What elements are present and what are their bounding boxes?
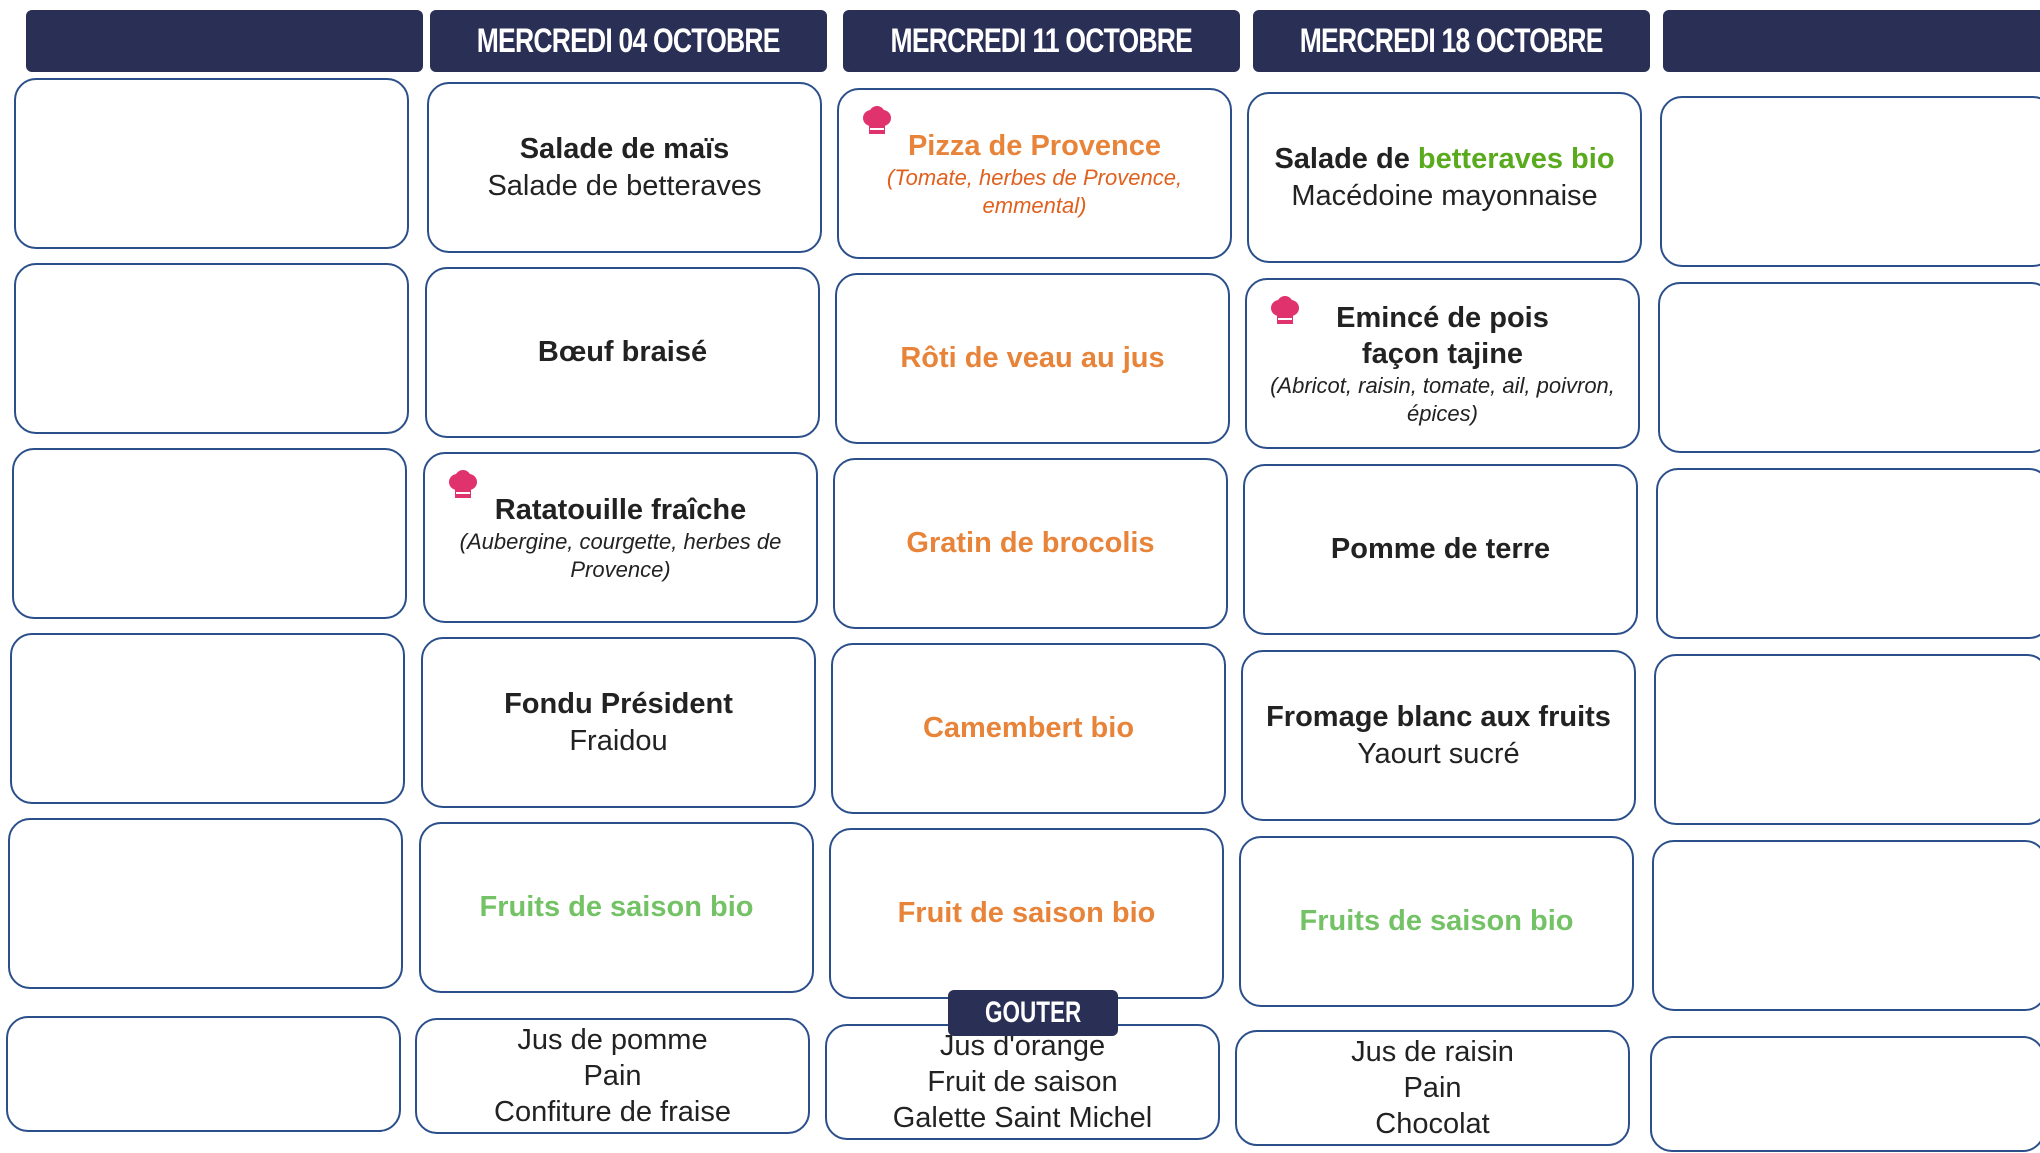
menu-cell: Fondu Président Fraidou xyxy=(421,637,816,808)
empty-cell xyxy=(14,78,409,249)
header-empty xyxy=(1663,10,2040,72)
dish-detail: (Aubergine, courgette, herbes de Provenc… xyxy=(459,529,782,582)
empty-cell xyxy=(1660,96,2040,267)
menu-cell: Bœuf braisé xyxy=(425,267,820,438)
dish: Fruit de saison xyxy=(927,1065,1118,1098)
dish-part: Salade de xyxy=(1274,143,1418,176)
menu-cell: Pomme de terre xyxy=(1243,464,1638,635)
dish: Fondu Président xyxy=(504,688,733,721)
menu-cell: Fruit de saison bio xyxy=(829,828,1224,999)
menu-cell: Salade de maïs Salade de betteraves xyxy=(427,82,822,253)
empty-cell xyxy=(1656,468,2040,639)
dish: Fromage blanc aux fruits xyxy=(1266,701,1611,734)
dish: Bœuf braisé xyxy=(537,336,708,369)
header-text: MERCREDI 04 OCTOBRE xyxy=(477,21,781,60)
dish: Fruit de saison bio xyxy=(897,897,1156,930)
dish-part: betteraves bio xyxy=(1417,143,1615,176)
dish: Pain xyxy=(583,1059,642,1092)
header-text: MERCREDI 11 OCTOBRE xyxy=(890,21,1193,60)
menu-cell: Fruits de saison bio xyxy=(1239,836,1634,1007)
dish: Yaourt sucré xyxy=(1357,737,1520,770)
empty-cell xyxy=(14,263,409,434)
dish: Salade de maïs xyxy=(519,133,730,166)
header-text: MERCREDI 18 OCTOBRE xyxy=(1300,21,1604,60)
empty-cell xyxy=(6,1016,401,1132)
dish: Camembert bio xyxy=(922,712,1135,745)
dish: Rôti de veau au jus xyxy=(900,342,1165,375)
dish-detail: (Abricot, raisin, tomate, ail, poivron, … xyxy=(1270,373,1615,426)
dish-detail: (Tomate, herbes de Provence, emmental) xyxy=(886,165,1183,218)
dish: Galette Saint Michel xyxy=(892,1102,1153,1135)
dish: Pomme de terre xyxy=(1330,533,1551,566)
empty-cell xyxy=(1654,654,2040,825)
chef-hat-icon xyxy=(449,470,477,498)
dish: Ratatouille fraîche xyxy=(494,493,747,526)
empty-cell xyxy=(10,633,405,804)
chef-hat-icon xyxy=(863,106,891,134)
empty-cell xyxy=(12,448,407,619)
dish: Jus de pomme xyxy=(517,1023,708,1056)
day-header: MERCREDI 11 OCTOBRE xyxy=(843,10,1240,72)
menu-cell: Ratatouille fraîche (Aubergine, courgett… xyxy=(423,452,818,623)
menu-cell: Fruits de saison bio xyxy=(419,822,814,993)
dish: Fruits de saison bio xyxy=(1299,905,1574,938)
dish: Jus de raisin xyxy=(1351,1035,1514,1068)
header-empty xyxy=(26,10,423,72)
empty-cell xyxy=(1652,840,2040,1011)
menu-cell: Jus d'orange Fruit de saison Galette Sai… xyxy=(825,1024,1220,1140)
chef-hat-icon xyxy=(1271,296,1299,324)
menu-cell: Salade de betteraves bio Macédoine mayon… xyxy=(1247,92,1642,263)
menu-cell: Emincé de pois façon tajine (Abricot, ra… xyxy=(1245,278,1640,449)
empty-cell xyxy=(1658,282,2040,453)
day-header: MERCREDI 04 OCTOBRE xyxy=(430,10,827,72)
dish: Emincé de pois façon tajine xyxy=(1336,301,1549,370)
dish: Chocolat xyxy=(1375,1108,1490,1141)
dish: Gratin de brocolis xyxy=(906,527,1155,560)
menu-cell: Jus de raisin Pain Chocolat xyxy=(1235,1030,1630,1146)
dish: Confiture de fraise xyxy=(494,1096,731,1129)
dish: Pizza de Provence xyxy=(907,129,1162,162)
dish: Fruits de saison bio xyxy=(479,891,754,924)
empty-cell xyxy=(1650,1036,2040,1152)
day-header: MERCREDI 18 OCTOBRE xyxy=(1253,10,1650,72)
menu-cell: Gratin de brocolis xyxy=(833,458,1228,629)
dish: Macédoine mayonnaise xyxy=(1291,179,1598,212)
dish: Salade de betteraves xyxy=(487,169,762,202)
menu-cell: Jus de pomme Pain Confiture de fraise xyxy=(415,1018,810,1134)
gouter-label: GOUTER xyxy=(948,990,1118,1036)
menu-cell: Pizza de Provence (Tomate, herbes de Pro… xyxy=(837,88,1232,259)
menu-cell: Rôti de veau au jus xyxy=(835,273,1230,444)
dish: Pain xyxy=(1403,1071,1462,1104)
menu-cell: Camembert bio xyxy=(831,643,1226,814)
dish: Salade de betteraves bio xyxy=(1274,141,1614,177)
empty-cell xyxy=(8,818,403,989)
menu-cell: Fromage blanc aux fruits Yaourt sucré xyxy=(1241,650,1636,821)
gouter-text: GOUTER xyxy=(984,996,1082,1029)
dish: Fraidou xyxy=(569,724,668,757)
